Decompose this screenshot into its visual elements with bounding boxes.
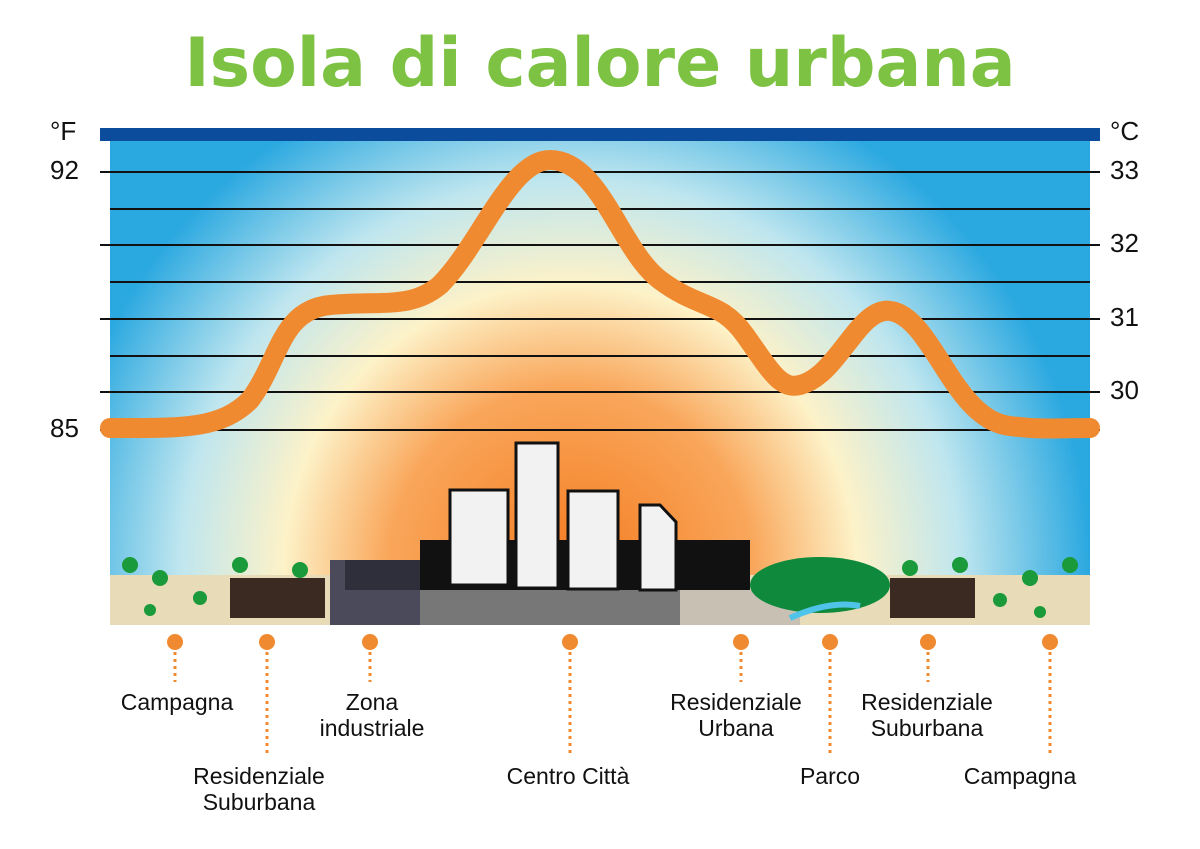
zone-dot xyxy=(920,634,936,650)
zone-dot xyxy=(167,634,183,650)
right-tick-label: 31 xyxy=(1110,302,1139,332)
left-tick-label: 85 xyxy=(50,413,79,443)
right-tick-label: 32 xyxy=(1110,228,1139,258)
zone-label: Suburbana xyxy=(871,715,984,741)
zone-dot xyxy=(1042,634,1058,650)
zone-label: Residenziale xyxy=(861,689,993,715)
zone-dot xyxy=(362,634,378,650)
title: Isola di calore urbana xyxy=(184,24,1015,103)
temperature-curve xyxy=(100,149,1100,439)
zone-label: Residenziale xyxy=(670,689,802,715)
zone-label: Zona xyxy=(346,689,399,715)
zone-dot xyxy=(822,634,838,650)
left-tick-label: 92 xyxy=(50,155,79,185)
zone-label: Residenziale xyxy=(193,763,325,789)
zone-label: industriale xyxy=(320,715,425,741)
zone-label: Campagna xyxy=(121,689,234,715)
left-unit: °F xyxy=(50,116,76,146)
zone-label: Centro Città xyxy=(507,763,630,789)
right-unit: °C xyxy=(1110,116,1139,146)
labels: 928533323130CampagnaResidenzialeSuburban… xyxy=(50,155,1139,815)
right-tick-label: 33 xyxy=(1110,155,1139,185)
zone-label: Suburbana xyxy=(203,789,316,815)
landscape xyxy=(110,441,1090,625)
zone-dot xyxy=(733,634,749,650)
zone-label: Parco xyxy=(800,763,860,789)
zone-label: Urbana xyxy=(698,715,774,741)
top-bar xyxy=(100,128,1100,141)
zone-dot xyxy=(562,634,578,650)
zone-dot xyxy=(259,634,275,650)
zone-label: Campagna xyxy=(964,763,1077,789)
right-tick-label: 30 xyxy=(1110,375,1139,405)
